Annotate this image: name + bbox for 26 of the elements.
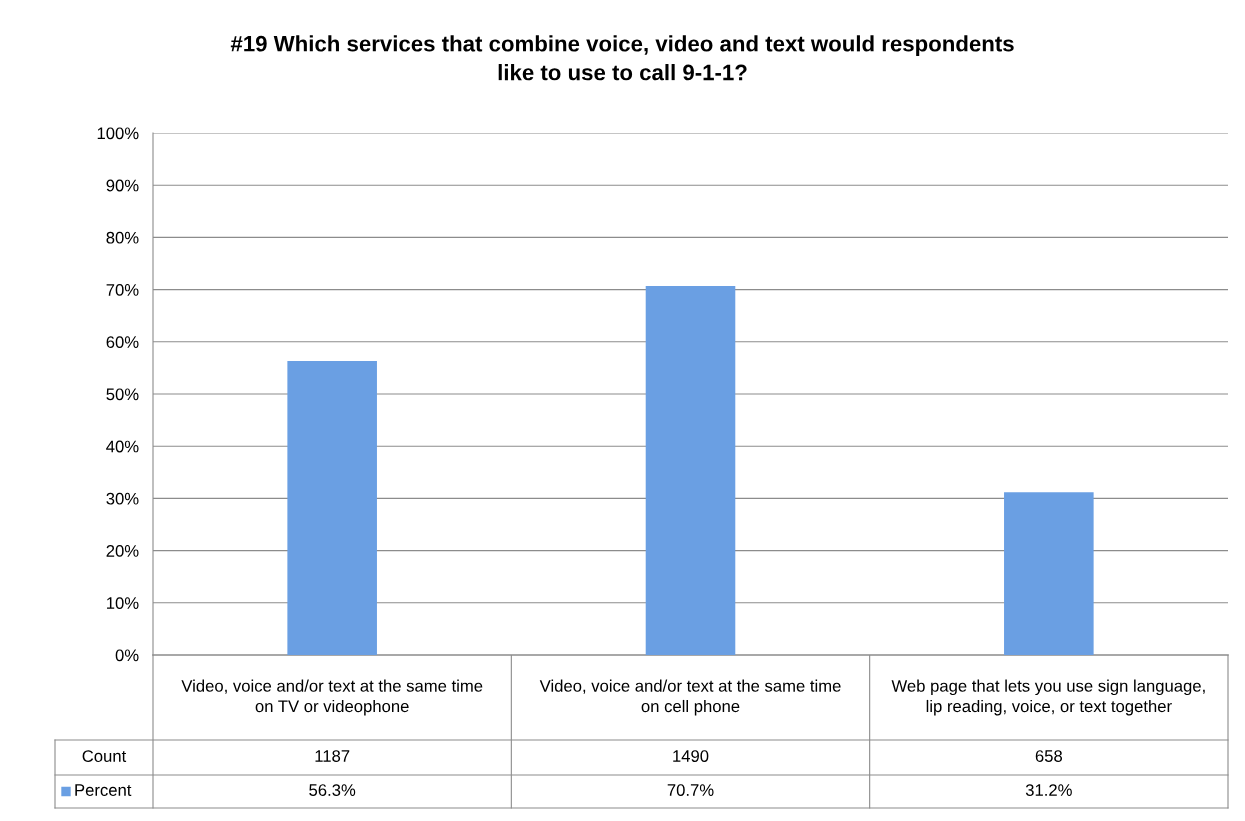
y-tick-label: 40% (106, 440, 139, 453)
text: 1490 (673, 750, 709, 762)
x-tick-label: Video, voice and/or text at the same time on TV or videophone (181, 679, 483, 716)
y-tick-label: 80% (106, 231, 139, 244)
y-tick-label: 70% (106, 284, 139, 296)
text: Count (82, 750, 127, 762)
data-label: 56.3% (309, 784, 356, 796)
y-tick-label: 90% (106, 179, 139, 192)
x-tick-label: Video, voice and/or text at the same time on cell phone (539, 679, 841, 716)
y-tick-label: 30% (106, 492, 139, 505)
text: 658 (1035, 750, 1063, 762)
bar (287, 361, 377, 655)
data-label: 70.7% (667, 784, 714, 796)
chart-title: #19 Which services that combine voice, video and text would respondents like to use to call 9-1-1? (230, 35, 1014, 81)
y-tick-label: 10% (107, 597, 139, 609)
y-tick-label: 50% (106, 388, 139, 401)
data-label: 31.2% (1025, 784, 1072, 796)
legend-label: Percent (75, 784, 132, 796)
y-tick-label: 100% (97, 127, 139, 140)
y-tick-label: 0% (115, 649, 139, 662)
bar (645, 285, 736, 655)
x-tick-label: Web page that lets you use sign language, lip reading, voice, or text together (891, 679, 1205, 716)
y-tick-label: 60% (106, 336, 139, 348)
y-tick-label: 20% (106, 545, 139, 557)
text: 1187 (315, 750, 350, 762)
bar (1004, 492, 1094, 655)
